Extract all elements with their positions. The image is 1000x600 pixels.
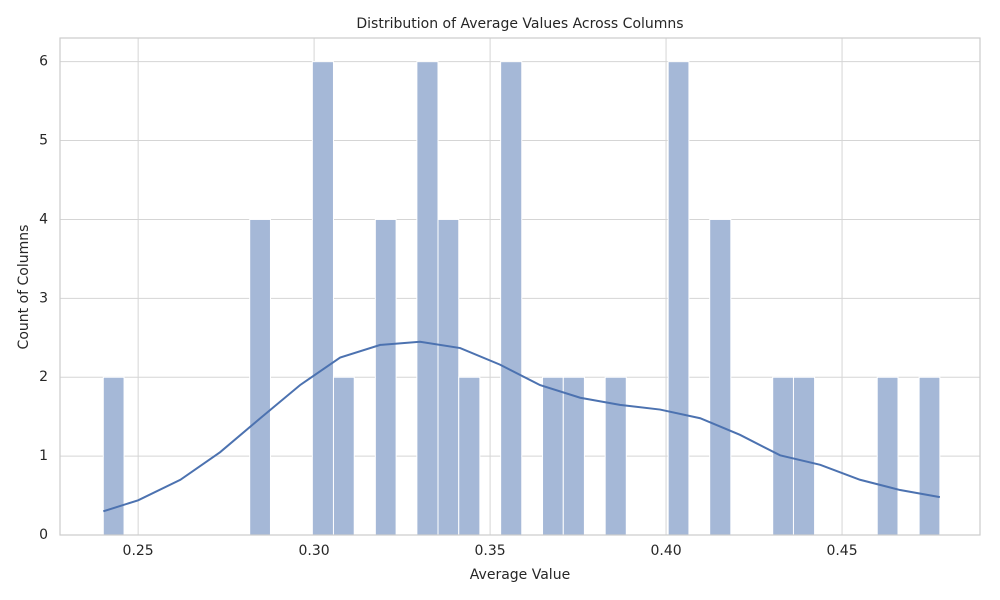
- x-tick-label: 0.45: [826, 543, 857, 559]
- bar: [792, 376, 816, 536]
- bar: [562, 376, 585, 536]
- x-tick-label: 0.30: [299, 543, 330, 559]
- bar: [374, 218, 397, 536]
- chart-title: Distribution of Average Values Across Co…: [356, 16, 683, 32]
- x-tick-label: 0.35: [474, 543, 505, 559]
- x-axis-label: Average Value: [470, 567, 570, 583]
- bar: [918, 376, 941, 536]
- y-tick-label: 4: [39, 211, 48, 227]
- y-tick-label: 1: [39, 448, 48, 464]
- bar: [542, 376, 564, 536]
- bar: [311, 61, 334, 536]
- kde-line: [102, 340, 941, 513]
- bar: [249, 218, 271, 536]
- bar: [458, 376, 481, 536]
- y-tick-label: 2: [39, 369, 48, 385]
- bar: [876, 376, 899, 536]
- bar: [332, 376, 355, 536]
- bar: [416, 61, 439, 536]
- y-tick-label: 0: [39, 527, 48, 543]
- bar: [667, 61, 690, 536]
- y-tick-label: 5: [39, 133, 48, 149]
- x-tick-label: 0.25: [123, 543, 154, 559]
- x-tick-label: 0.40: [650, 543, 681, 559]
- bar: [709, 218, 732, 536]
- bar: [500, 61, 523, 536]
- bar: [604, 376, 627, 536]
- plot-frame: [59, 37, 981, 536]
- y-axis-label: Count of Columns: [16, 225, 32, 350]
- y-tick-label: 3: [39, 290, 48, 306]
- y-tick-label: 6: [39, 54, 48, 70]
- bar: [437, 218, 460, 536]
